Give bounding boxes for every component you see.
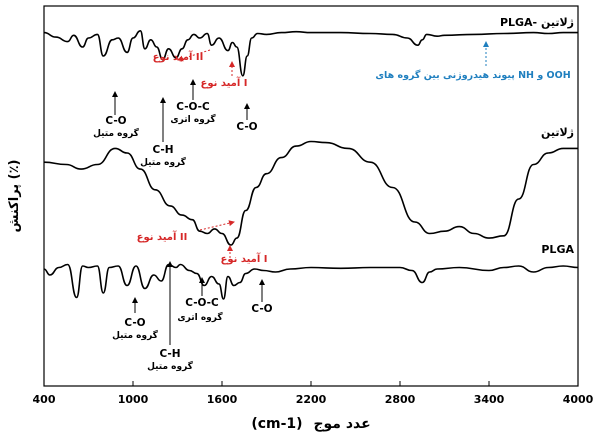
label-hbond: پیوند هیدروژنی بین گروه های NH و OOH: [375, 69, 570, 81]
label-co-bottom: C-O: [251, 303, 272, 315]
x-axis-title: عدد موج: [313, 416, 370, 432]
label-amide2-bottom: آمید نوع II: [137, 230, 188, 243]
x-tick-label: 1600: [207, 393, 238, 406]
label-methyl-group-top-1: گروه متیل: [93, 127, 140, 139]
label-co-methyl-bottom: C-O: [124, 317, 145, 329]
label-ether-group-bottom: گروه اتری: [177, 311, 223, 323]
x-axis-ticks: 400 1000 1600 2200 2800 3400 4000: [33, 381, 594, 406]
series-line-plga-gelatin: [43, 30, 578, 77]
x-tick-label: 4000: [563, 393, 594, 406]
series-layer: [43, 30, 579, 300]
series-label-gelatin: ژلاتین: [541, 126, 574, 139]
label-ether-group-top: گروه اتری: [170, 113, 216, 125]
series-label-plga-gelatin: PLGA- ژلاتین: [500, 16, 574, 29]
label-methyl-group-bottom-2: گروه متیل: [147, 360, 194, 372]
x-tick-label: 2200: [296, 393, 327, 406]
label-coc-bottom: C-O-C: [185, 297, 219, 309]
x-axis-label: (cm-1) عدد موج: [251, 416, 370, 432]
label-ch-bottom: C-H: [159, 348, 180, 360]
arrow-amide2-bottom: [199, 220, 235, 231]
label-amide2-top: آمید نوع II: [153, 50, 204, 63]
label-co-methyl-top: C-O: [105, 115, 126, 127]
series-line-plga: [43, 263, 579, 300]
label-amide1-top: آمید نوع I: [200, 76, 247, 89]
arrow-amide2-top: [177, 49, 211, 62]
x-tick-label: 3400: [474, 393, 505, 406]
y-axis-label: پراکنش (٪): [7, 159, 22, 232]
label-methyl-group-bottom-1: گروه متیل: [112, 329, 159, 341]
x-tick-label: 2800: [385, 393, 416, 406]
series-line-gelatin: [43, 140, 578, 246]
plot-frame: [43, 5, 579, 387]
x-axis-unit: (cm-1): [251, 416, 302, 432]
x-tick-label: 1000: [118, 393, 149, 406]
label-ch-top: C-H: [152, 144, 173, 156]
annotations-bottom: آمید نوع II آمید نوع I C-O گروه متیل C-H…: [112, 220, 273, 372]
label-methyl-group-top-2: گروه متیل: [140, 156, 187, 168]
label-amide1-bottom: آمید نوع I: [220, 252, 267, 265]
label-co-top: C-O: [236, 121, 257, 133]
x-tick-label: 400: [33, 393, 56, 406]
annotations-top: C-O گروه متیل C-H گروه متیل C-O-C گروه ا…: [93, 41, 571, 168]
label-coc-top: C-O-C: [176, 101, 210, 113]
series-label-plga: PLGA: [541, 243, 574, 256]
